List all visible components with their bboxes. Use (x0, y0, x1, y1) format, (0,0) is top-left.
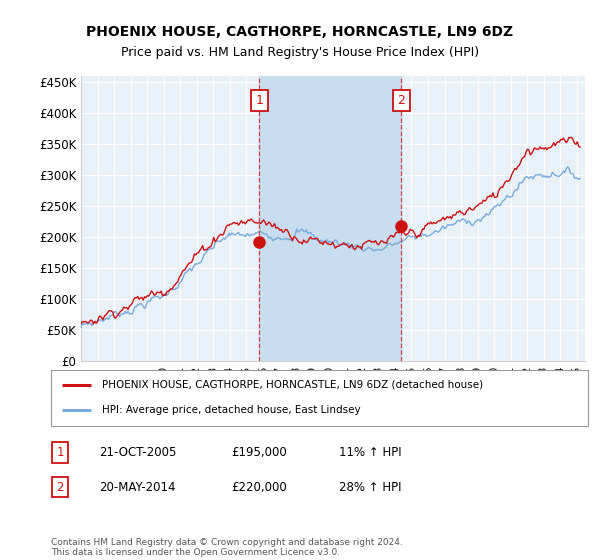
Text: 28% ↑ HPI: 28% ↑ HPI (339, 480, 401, 494)
Text: 21-OCT-2005: 21-OCT-2005 (99, 446, 176, 459)
Text: Contains HM Land Registry data © Crown copyright and database right 2024.
This d: Contains HM Land Registry data © Crown c… (51, 538, 403, 557)
Text: 11% ↑ HPI: 11% ↑ HPI (339, 446, 401, 459)
Text: PHOENIX HOUSE, CAGTHORPE, HORNCASTLE, LN9 6DZ: PHOENIX HOUSE, CAGTHORPE, HORNCASTLE, LN… (86, 25, 514, 39)
Text: 1: 1 (56, 446, 64, 459)
Bar (259, 76, 401, 361)
Text: PHOENIX HOUSE, CAGTHORPE, HORNCASTLE, LN9 6DZ (detached house): PHOENIX HOUSE, CAGTHORPE, HORNCASTLE, LN… (102, 380, 483, 390)
Text: 20-MAY-2014: 20-MAY-2014 (99, 480, 176, 494)
Text: 1: 1 (256, 94, 263, 107)
Text: HPI: Average price, detached house, East Lindsey: HPI: Average price, detached house, East… (102, 405, 361, 416)
Text: Price paid vs. HM Land Registry's House Price Index (HPI): Price paid vs. HM Land Registry's House … (121, 46, 479, 59)
Text: 2: 2 (397, 94, 405, 107)
Text: 2: 2 (56, 480, 64, 494)
Text: £195,000: £195,000 (231, 446, 287, 459)
Text: £220,000: £220,000 (231, 480, 287, 494)
